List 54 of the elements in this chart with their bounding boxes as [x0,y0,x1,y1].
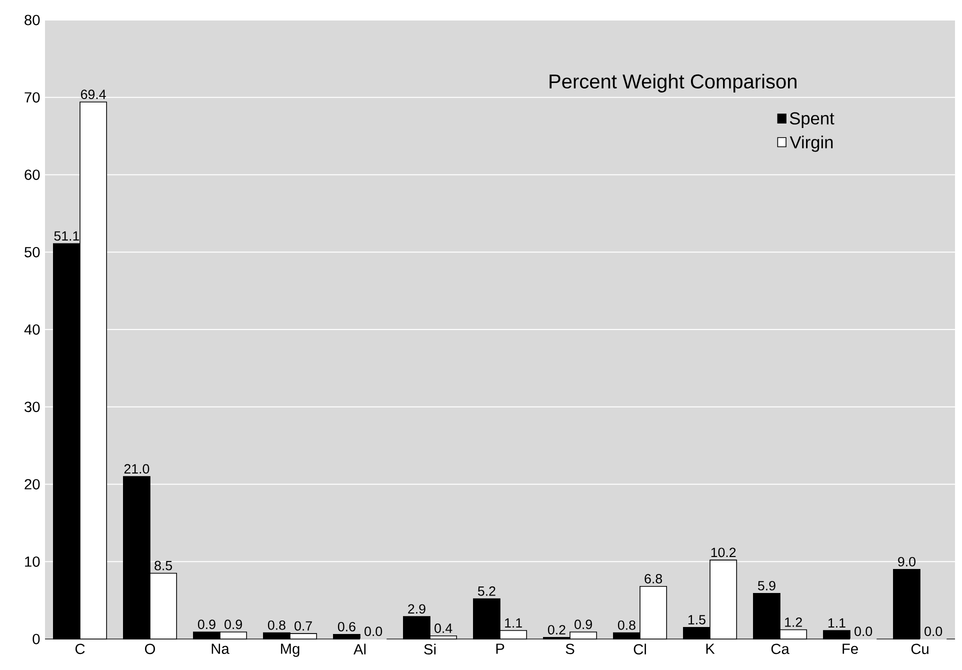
data-label: 0.9 [574,620,592,630]
data-label: 10.2 [711,548,736,558]
x-tick-label: Cu [911,644,928,654]
y-tick-label: 70 [24,92,40,103]
data-label: 0.6 [338,622,356,632]
y-tick-label: 10 [25,556,40,567]
y-tick-label: 80 [24,14,40,26]
data-label: 0.4 [434,624,452,633]
data-label: 1.1 [505,618,522,628]
data-label: 0.9 [224,620,242,630]
data-label: 0.9 [198,620,216,630]
data-label: 0.0 [854,626,872,636]
bar [893,568,920,640]
x-tick-label: P [496,644,504,654]
data-label: 21.0 [124,464,150,474]
data-label: 2.9 [408,604,426,614]
x-tick-label: S [566,644,574,654]
data-label: 1.2 [785,617,802,627]
data-label: 8.5 [154,560,172,570]
data-label: 0.8 [618,620,636,630]
data-label: 5.2 [478,586,496,596]
data-label: 51.1 [54,231,80,241]
data-label: 1.1 [828,618,846,628]
data-label: 0.0 [364,626,382,636]
y-tick-label: 60 [24,170,40,180]
y-tick-label: 30 [24,402,40,412]
data-label: 0.7 [294,621,312,631]
x-tick-label: Cl [634,644,646,654]
y-tick-label: 20 [24,479,40,490]
data-label: 5.9 [758,580,776,590]
y-tick-label: 50 [24,246,40,258]
data-label: 0.0 [924,626,942,636]
bar [333,634,360,640]
x-tick-label: Fe [842,644,858,654]
y-tick-label: 0 [32,634,40,644]
data-label: 6.8 [644,574,662,584]
data-label: 0.2 [548,625,566,635]
x-tick-label: O [144,644,156,654]
data-label: 0.8 [268,620,286,630]
x-tick-label: Si [424,644,436,654]
data-label: 69.4 [80,90,106,100]
x-tick-label: Ca [771,644,790,654]
x-tick-label: Na [212,644,230,654]
legend-label: Virgin [790,136,833,152]
legend-label: Spent [790,112,834,128]
text: Percent Weight Comparison [550,74,796,92]
x-tick-label: C [75,644,85,654]
y-tick-label: 40 [24,324,40,335]
x-tick-label: K [706,644,715,654]
bar [823,630,850,640]
x-tick-label: Mg [281,644,300,657]
x-tick-label: Al [354,644,366,654]
data-label: 1.5 [688,615,706,624]
data-label: 9.0 [898,556,916,566]
